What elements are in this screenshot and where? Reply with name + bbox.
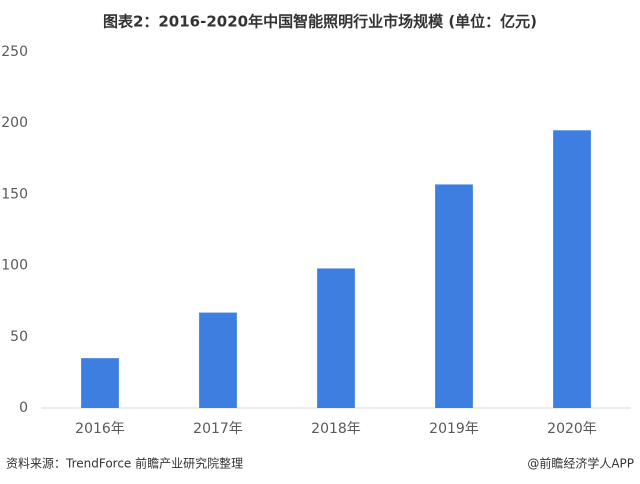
x-tick-label: 2019年	[429, 421, 479, 437]
y-tick-label: 200	[1, 115, 28, 131]
x-tick-label: 2020年	[547, 421, 597, 437]
x-tick-label: 2018年	[311, 421, 361, 437]
chart-title: 图表2：2016-2020年中国智能照明行业市场规模 (单位：亿元)	[103, 13, 537, 31]
source-note: 资料来源：TrendForce 前瞻产业研究院整理	[6, 456, 243, 471]
bar	[199, 312, 237, 408]
y-tick-label: 0	[19, 400, 28, 416]
y-tick-label: 50	[10, 329, 28, 345]
credit: @前瞻经济学人APP	[527, 456, 634, 471]
bar	[435, 184, 473, 408]
bar	[81, 358, 119, 408]
bar	[553, 130, 591, 408]
x-tick-label: 2016年	[75, 421, 125, 437]
y-tick-label: 100	[1, 258, 28, 274]
x-tick-label: 2017年	[193, 421, 243, 437]
y-tick-label: 250	[1, 44, 28, 60]
bar	[317, 268, 355, 408]
y-tick-label: 150	[1, 186, 28, 202]
